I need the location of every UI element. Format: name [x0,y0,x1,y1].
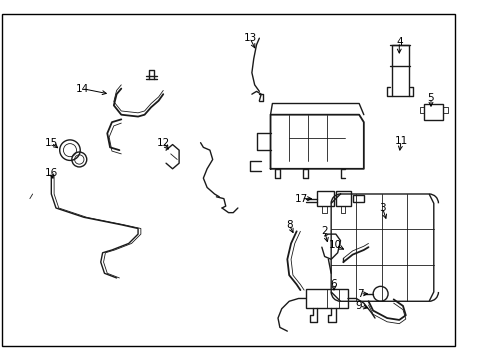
Text: 5: 5 [428,93,434,103]
Bar [306,289,348,308]
Bar [336,191,351,206]
Text: 9: 9 [356,301,363,311]
Text: 8: 8 [286,220,293,230]
Text: 15: 15 [45,138,58,148]
Text: 2: 2 [321,226,328,236]
Text: 12: 12 [157,138,170,148]
Text: 13: 13 [244,33,257,43]
Text: 4: 4 [396,37,403,47]
Bar [353,195,364,202]
Text: 10: 10 [329,240,343,250]
Text: 11: 11 [394,136,408,146]
Bar [317,191,334,206]
Bar [392,45,409,96]
Text: 16: 16 [45,167,58,177]
Text: 6: 6 [331,279,337,289]
Text: 3: 3 [379,203,386,213]
Text: 7: 7 [357,289,364,299]
Text: 14: 14 [75,84,89,94]
Bar [424,104,443,120]
Text: 17: 17 [294,194,308,204]
